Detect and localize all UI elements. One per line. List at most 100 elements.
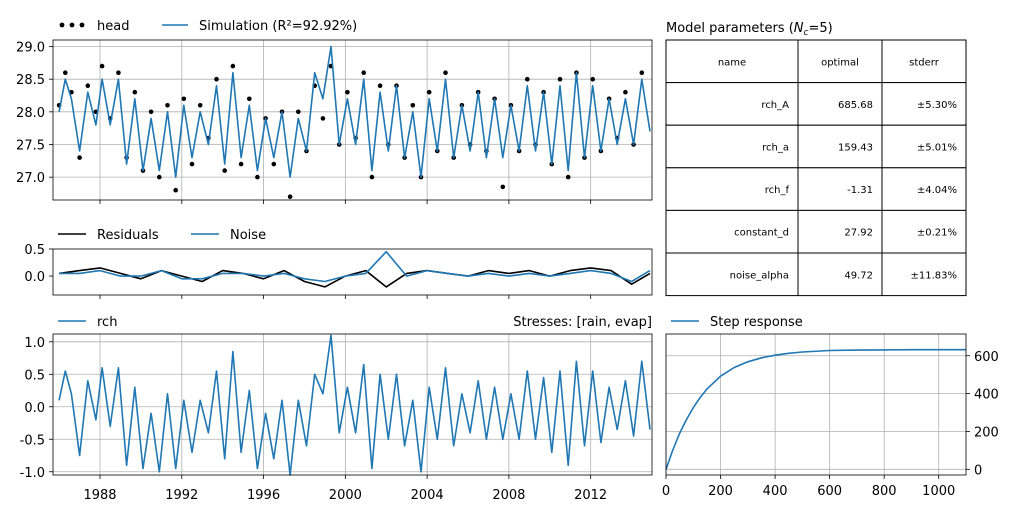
y-tick-label: 27.0 <box>16 171 45 186</box>
residual-panel: 0.0 0.5 Residuals Noise <box>24 228 653 299</box>
head-axes-frame <box>52 39 653 201</box>
x-tick-label: 2012 <box>574 488 607 503</box>
head-point <box>230 63 236 69</box>
head-point <box>157 174 162 180</box>
contribution-legend: rch <box>58 315 117 330</box>
residual-axes-frame <box>52 248 653 296</box>
x-tick-label: 2004 <box>411 488 444 503</box>
step-axes-frame <box>665 333 967 476</box>
legend-noise-label: Noise <box>230 228 266 243</box>
head-series <box>56 45 651 199</box>
head-point <box>247 96 252 102</box>
table-cell <box>665 167 799 211</box>
head-point <box>85 83 91 88</box>
head-point <box>77 155 82 160</box>
legend-simulation-label: Simulation (R²=92.92%) <box>199 19 357 34</box>
step-series <box>665 348 966 470</box>
y-tick-label: 0 <box>974 463 982 478</box>
head-point <box>255 174 260 180</box>
head-point <box>63 70 68 75</box>
head-point <box>222 168 227 173</box>
head-point <box>377 83 383 88</box>
head-grid <box>53 40 652 204</box>
table-cell-text: 685.68 <box>838 100 873 111</box>
x-tick-label: 2008 <box>492 488 525 503</box>
x-tick-label: 600 <box>817 484 842 499</box>
head-point <box>181 96 187 102</box>
x-tick-label: 0 <box>662 484 670 499</box>
table-cell-text: ±0.21% <box>917 228 957 239</box>
legend-head-marker <box>59 22 65 28</box>
head-point <box>557 76 563 82</box>
parameter-table: Model parameters (Nc=5) name optimal stder… <box>665 21 967 297</box>
y-tick-label: 600 <box>974 350 999 365</box>
head-point <box>639 70 645 75</box>
table-cell <box>881 82 967 126</box>
table-cell-text: ±11.83% <box>910 270 957 281</box>
legend-head-marker <box>79 22 85 28</box>
head-panel: 27.0 27.5 28.0 28.5 29.0 head Simulation (R²… <box>16 19 653 204</box>
head-point <box>99 63 105 69</box>
head-point <box>525 76 530 82</box>
contribution-xticks: 1988 1992 1996 2000 2004 2008 2012 <box>83 475 607 503</box>
stresses-title: Stresses: [rain, evap] <box>513 315 652 330</box>
y-tick-label: 0.5 <box>24 368 45 383</box>
table-cell <box>797 167 883 211</box>
residual-yticks: 0.0 0.5 <box>24 243 53 285</box>
step-response-panel: 0 200 400 600 0 200 400 600 800 1000 Step respon… <box>662 315 999 499</box>
y-tick-label: 200 <box>974 425 999 440</box>
head-point <box>296 109 301 115</box>
head-point <box>214 76 219 82</box>
residual-legend: Residuals Noise <box>58 228 266 243</box>
y-tick-label: 28.0 <box>16 106 45 121</box>
legend-rch-label: rch <box>97 315 117 330</box>
table-title: Model parameters (Nc=5) <box>666 21 833 38</box>
contribution-axes-frame <box>52 333 653 476</box>
table-cell-text: noise_alpha <box>730 270 789 281</box>
table-cell <box>665 82 799 126</box>
table-cell-text: rch_a <box>762 143 789 154</box>
residual-series <box>58 250 651 288</box>
head-point <box>116 70 121 75</box>
head-point <box>271 161 277 167</box>
y-tick-label: 0.0 <box>24 401 45 416</box>
table-cell-text: rch_f <box>765 185 790 196</box>
x-tick-label: 200 <box>708 484 733 499</box>
table-cell-text: -1.31 <box>847 185 873 196</box>
table-cell <box>665 124 799 169</box>
x-tick-label: 1000 <box>922 484 955 499</box>
head-yticks: 27.0 27.5 28.0 28.5 29.0 <box>16 41 53 186</box>
y-tick-label: 29.0 <box>16 41 45 56</box>
step-xticks: 0 200 400 600 800 1000 <box>662 475 955 499</box>
residual-grid <box>99 295 592 299</box>
x-tick-label: 1996 <box>247 488 280 503</box>
series-line-noise <box>59 250 651 283</box>
x-tick-label: 800 <box>872 484 897 499</box>
table-cell <box>881 124 967 169</box>
contribution-grid <box>53 334 652 475</box>
table-cell-text: 159.43 <box>838 143 873 154</box>
y-tick-label: 0.0 <box>24 270 45 285</box>
x-tick-label: 1992 <box>165 488 198 503</box>
head-legend: head Simulation (R²=92.92%) <box>59 19 357 34</box>
step-grid <box>665 334 966 475</box>
y-tick-label: -1.0 <box>20 466 45 481</box>
head-point <box>443 70 448 75</box>
table-header-cell <box>665 39 799 84</box>
head-point <box>189 161 195 167</box>
legend-residuals-label: Residuals <box>97 228 159 243</box>
y-tick-label: 0.5 <box>24 243 45 258</box>
table-cells: name optimal stderr rch_A 685.68 ±5.30% rch_a 1… <box>665 39 967 297</box>
table-cell-text: ±5.01% <box>917 143 957 154</box>
y-tick-label: -0.5 <box>20 433 45 448</box>
table-cell-text: 27.92 <box>844 228 873 239</box>
head-point <box>197 103 203 108</box>
head-point <box>426 89 432 95</box>
series-line-residuals <box>58 267 651 288</box>
table-cell-text: ±5.30% <box>917 100 957 111</box>
head-point <box>410 103 416 108</box>
head-point <box>500 184 506 190</box>
x-tick-label: 2000 <box>329 488 362 503</box>
head-point <box>565 174 571 180</box>
